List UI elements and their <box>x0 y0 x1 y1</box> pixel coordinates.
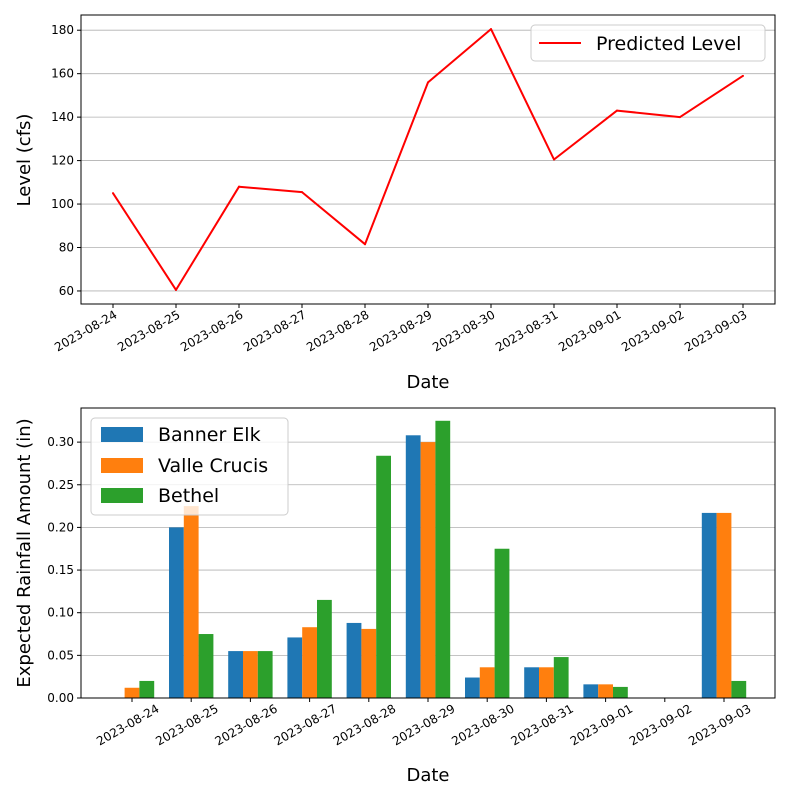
rainfall-y-tick-label: 0.05 <box>47 648 74 662</box>
level-y-ticks: 60 80 100 120 140 160 180 <box>51 23 81 298</box>
bar-valle-crucis <box>124 687 140 698</box>
rainfall-y-tick-label: 0.30 <box>47 435 74 449</box>
data-point-predicted-level <box>616 109 618 112</box>
bar-valle-crucis <box>479 667 495 698</box>
bar-banner-elk <box>524 667 539 698</box>
data-point-predicted-level <box>742 74 744 77</box>
legend-swatch-banner-elk <box>101 427 143 442</box>
bar-bethel <box>731 680 747 698</box>
level-y-tick-label: 100 <box>51 197 74 211</box>
legend-label-banner-elk: Banner Elk <box>158 424 261 446</box>
rainfall-y-axis-label: Expected Rainfall Amount (in) <box>14 418 35 687</box>
bar-banner-elk <box>346 622 362 698</box>
level-y-tick-label: 160 <box>51 67 74 81</box>
bar-banner-elk <box>465 677 480 698</box>
bar-bethel <box>376 455 391 698</box>
level-legend: Predicted Level <box>530 24 766 62</box>
bar-banner-elk <box>701 512 717 698</box>
level-y-axis-label: Level (cfs) <box>14 114 35 207</box>
bar-valle-crucis <box>598 684 613 698</box>
bar-bethel <box>139 680 155 698</box>
bar-banner-elk <box>583 684 599 698</box>
data-point-predicted-level <box>679 116 681 119</box>
level-legend-box <box>530 24 766 62</box>
level-x-axis-label: Date <box>406 372 449 393</box>
rainfall-x-axis-label: Date <box>406 765 449 786</box>
bar-valle-crucis <box>183 506 199 698</box>
data-point-predicted-level <box>364 243 366 246</box>
rainfall-legend: Banner Elk Valle Crucis Bethel <box>90 417 289 516</box>
bar-valle-crucis <box>716 512 732 698</box>
bar-valle-crucis <box>420 442 436 698</box>
bar-valle-crucis <box>361 628 377 698</box>
legend-swatch-bethel <box>101 488 143 503</box>
bar-bethel <box>435 420 451 698</box>
bar-bethel <box>257 651 273 698</box>
bar-bethel <box>317 599 332 698</box>
rainfall-y-ticks: 0.00 0.05 0.10 0.15 0.20 0.25 0.30 <box>47 435 81 705</box>
data-point-predicted-level <box>301 191 303 194</box>
bar-bethel <box>198 634 214 698</box>
rainfall-y-tick-label: 0.20 <box>47 520 74 534</box>
data-point-predicted-level <box>553 158 555 161</box>
level-y-tick-label: 120 <box>51 154 74 168</box>
data-point-predicted-level <box>490 28 492 31</box>
bar-banner-elk <box>405 435 421 698</box>
rainfall-bars <box>124 420 747 698</box>
bar-bethel <box>494 548 510 698</box>
bar-bethel <box>613 686 628 698</box>
data-point-predicted-level <box>112 192 114 195</box>
rainfall-y-tick-label: 0.15 <box>47 563 74 577</box>
bar-banner-elk <box>169 527 184 698</box>
legend-label-valle-crucis: Valle Crucis <box>158 455 268 477</box>
bar-valle-crucis <box>243 651 258 698</box>
bar-valle-crucis <box>539 667 554 698</box>
legend-swatch-valle-crucis <box>101 458 143 473</box>
legend-label-bethel: Bethel <box>158 485 219 507</box>
rainfall-y-tick-label: 0.10 <box>47 606 74 620</box>
bar-bethel <box>553 657 569 698</box>
data-point-predicted-level <box>238 185 240 188</box>
bar-banner-elk <box>287 637 303 698</box>
level-y-tick-label: 80 <box>59 241 74 255</box>
level-grid <box>81 29 775 292</box>
bar-valle-crucis <box>302 627 317 698</box>
level-y-tick-label: 180 <box>51 23 74 37</box>
data-point-predicted-level <box>427 81 429 84</box>
level-y-tick-label: 60 <box>59 284 74 298</box>
bar-banner-elk <box>228 651 243 698</box>
legend-label-predicted-level: Predicted Level <box>596 33 741 55</box>
rainfall-y-tick-label: 0.00 <box>47 691 74 705</box>
level-series <box>112 28 744 291</box>
rainfall-y-tick-label: 0.25 <box>47 478 74 492</box>
data-point-predicted-level <box>175 288 177 291</box>
level-y-tick-label: 140 <box>51 110 74 124</box>
